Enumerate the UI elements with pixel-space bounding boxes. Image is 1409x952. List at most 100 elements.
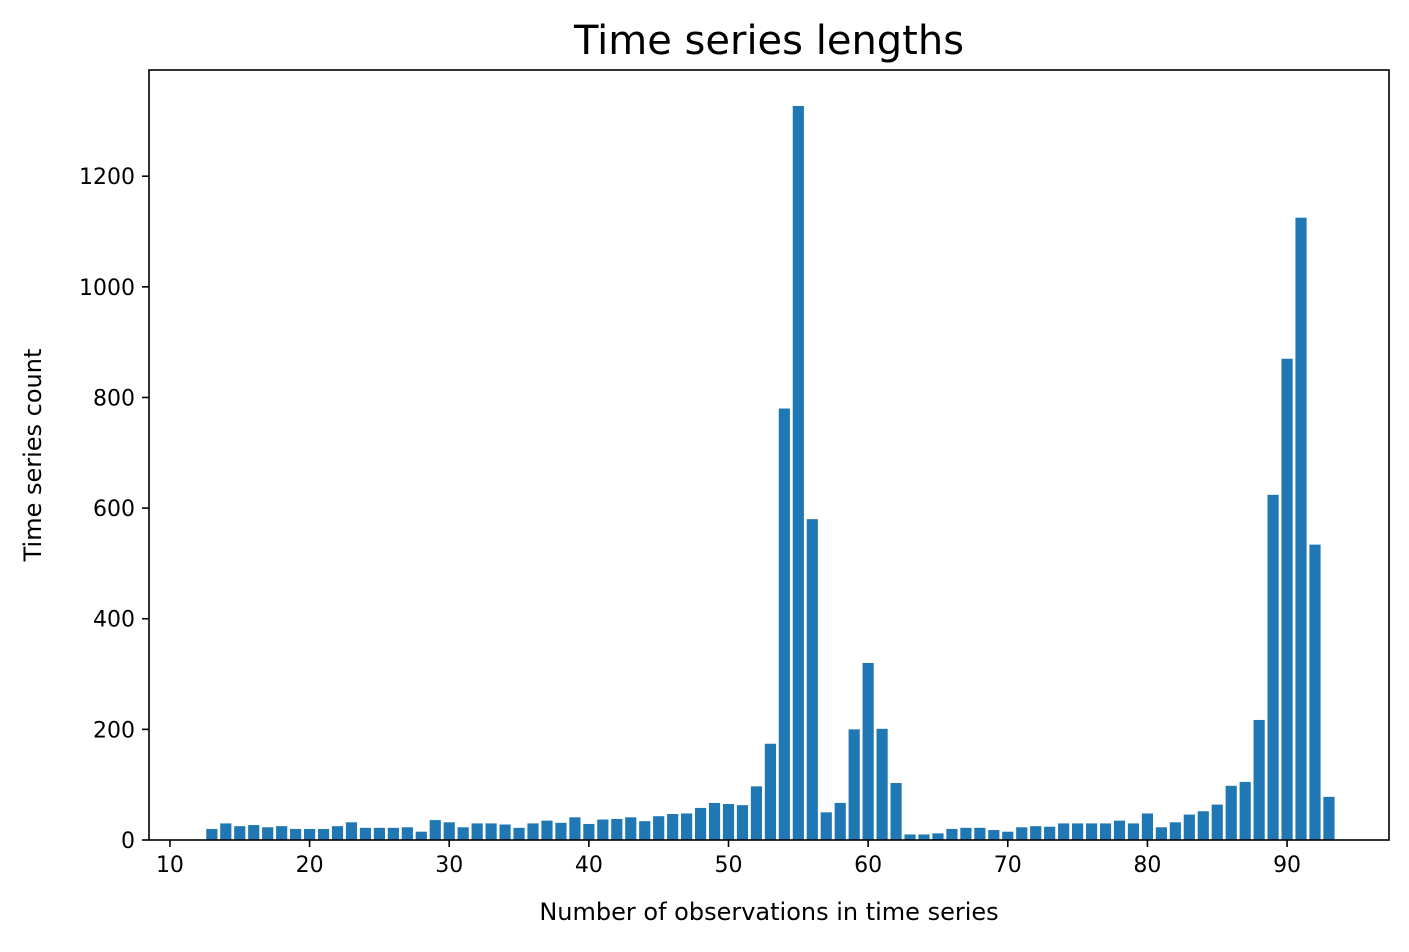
bar-65 xyxy=(932,833,944,840)
bar-41 xyxy=(597,819,609,840)
bar-91 xyxy=(1295,217,1307,840)
bar-60 xyxy=(862,662,874,840)
bar-33 xyxy=(485,823,497,840)
bar-16 xyxy=(248,825,260,840)
x-tick-label: 20 xyxy=(296,853,324,878)
chart-title: Time series lengths xyxy=(573,18,964,64)
bar-78 xyxy=(1113,820,1126,840)
bar-19 xyxy=(290,828,302,840)
bar-86 xyxy=(1225,785,1237,840)
bar-45 xyxy=(653,816,665,840)
bar-92 xyxy=(1309,544,1321,840)
bar-46 xyxy=(667,814,679,840)
bar-21 xyxy=(317,828,330,840)
bar-89 xyxy=(1267,494,1279,840)
bar-81 xyxy=(1155,827,1167,840)
bar-79 xyxy=(1127,823,1140,840)
bar-68 xyxy=(974,827,986,840)
bar-32 xyxy=(471,823,483,840)
bar-22 xyxy=(331,826,344,840)
bar-44 xyxy=(639,821,651,840)
bar-25 xyxy=(373,827,385,840)
bar-90 xyxy=(1281,358,1293,840)
bar-55 xyxy=(792,105,804,840)
bar-42 xyxy=(611,818,623,840)
bar-69 xyxy=(988,830,1000,840)
bar-82 xyxy=(1169,822,1181,840)
bar-18 xyxy=(276,826,288,840)
bar-75 xyxy=(1072,823,1084,840)
bar-39 xyxy=(569,817,581,840)
x-axis-label: Number of observations in time series xyxy=(539,898,998,926)
bar-29 xyxy=(429,820,441,840)
bar-34 xyxy=(499,824,511,840)
bar-40 xyxy=(583,823,595,840)
bar-48 xyxy=(694,807,707,840)
bar-85 xyxy=(1211,804,1223,840)
bar-43 xyxy=(625,817,637,840)
bar-77 xyxy=(1099,823,1112,840)
bar-76 xyxy=(1085,823,1098,840)
y-tick-label: 1000 xyxy=(79,276,135,301)
bar-62 xyxy=(890,783,902,840)
bar-59 xyxy=(848,729,860,840)
y-tick-label: 400 xyxy=(93,608,135,633)
x-tick-label: 60 xyxy=(854,853,882,878)
x-tick-label: 30 xyxy=(435,853,463,878)
bar-51 xyxy=(736,805,749,840)
x-tick-label: 50 xyxy=(715,853,743,878)
y-tick-label: 800 xyxy=(93,386,135,411)
x-tick-label: 70 xyxy=(994,853,1022,878)
bar-54 xyxy=(778,408,790,840)
bar-17 xyxy=(262,827,274,840)
bar-84 xyxy=(1197,811,1209,840)
bar-37 xyxy=(541,820,553,840)
bar-15 xyxy=(234,826,246,840)
bar-61 xyxy=(876,728,888,840)
bar-28 xyxy=(415,831,427,840)
bar-64 xyxy=(918,834,930,840)
y-axis-ticks: 0 200 400 600 800 1000 1200 xyxy=(79,165,149,854)
bar-36 xyxy=(527,823,539,840)
bar-35 xyxy=(513,827,525,840)
bar-23 xyxy=(345,822,358,840)
bar-24 xyxy=(359,827,372,840)
x-tick-label: 90 xyxy=(1273,853,1301,878)
y-tick-label: 600 xyxy=(93,497,135,522)
bar-50 xyxy=(722,804,735,840)
bar-47 xyxy=(681,813,693,840)
y-tick-label: 1200 xyxy=(79,165,135,190)
bar-38 xyxy=(555,822,567,840)
bar-49 xyxy=(708,802,721,840)
bar-73 xyxy=(1044,826,1056,840)
bar-57 xyxy=(820,812,832,840)
bar-67 xyxy=(960,827,972,840)
y-tick-label: 0 xyxy=(121,829,135,854)
bar-53 xyxy=(764,743,776,840)
bar-27 xyxy=(401,827,413,840)
bar-87 xyxy=(1239,781,1251,840)
bar-26 xyxy=(387,827,399,840)
bar-52 xyxy=(750,786,763,840)
bar-14 xyxy=(220,823,232,840)
bar-63 xyxy=(904,834,916,840)
bar-72 xyxy=(1030,826,1042,840)
bar-88 xyxy=(1253,719,1265,840)
bar-31 xyxy=(457,827,469,840)
y-tick-label: 200 xyxy=(93,718,135,743)
bar-80 xyxy=(1141,813,1154,840)
x-tick-label: 40 xyxy=(575,853,603,878)
bar-58 xyxy=(834,802,846,840)
bar-93 xyxy=(1323,796,1335,840)
bar-83 xyxy=(1183,814,1195,840)
bar-74 xyxy=(1058,823,1070,840)
x-axis-ticks: 10 20 30 40 50 60 70 80 90 xyxy=(156,840,1301,878)
bars xyxy=(206,105,1335,840)
bar-20 xyxy=(304,828,316,840)
x-tick-label: 10 xyxy=(156,853,184,878)
bar-30 xyxy=(443,822,455,840)
bar-66 xyxy=(946,828,958,840)
y-axis-label: Time series count xyxy=(19,349,47,563)
